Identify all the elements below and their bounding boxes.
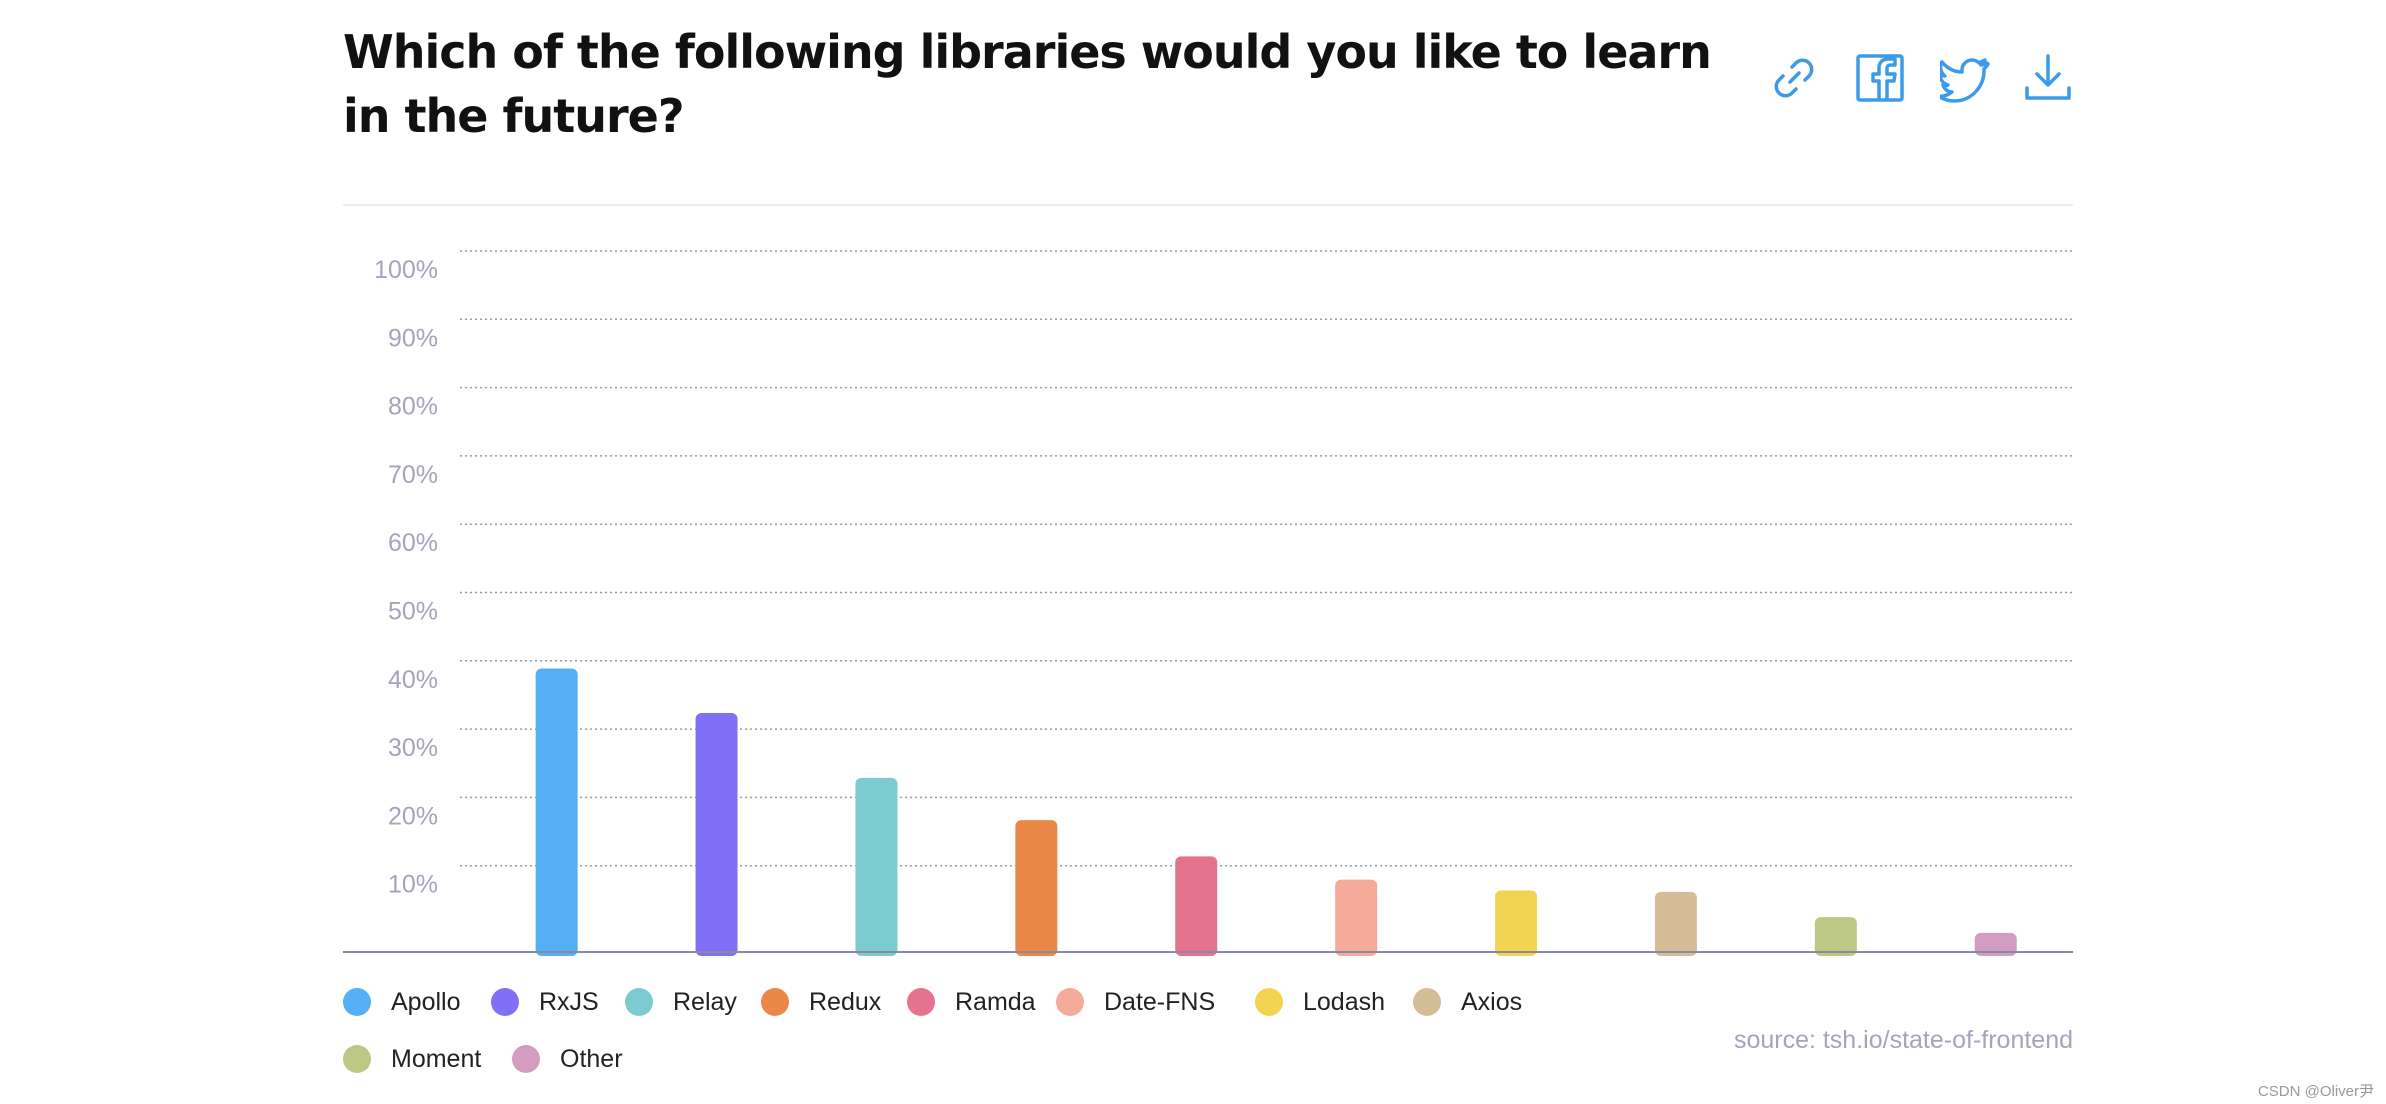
legend-swatch bbox=[907, 988, 935, 1016]
bar-axios[interactable] bbox=[1654, 891, 1697, 956]
bar-chart: 10% 20% 30% 40% 50% 60% 70% 80% 90% 100% bbox=[343, 250, 2073, 956]
title-divider bbox=[343, 204, 2073, 206]
link-icon[interactable] bbox=[1768, 52, 1820, 104]
twitter-icon[interactable] bbox=[1936, 52, 1992, 104]
bar-ramda[interactable] bbox=[1175, 856, 1218, 956]
legend-swatch bbox=[491, 988, 519, 1016]
legend-label: Ramda bbox=[955, 987, 1036, 1016]
share-toolbar bbox=[0, 52, 2386, 104]
legend-label: Relay bbox=[673, 987, 737, 1016]
y-tick-label: 40% bbox=[388, 666, 438, 694]
bar-date-fns[interactable] bbox=[1335, 879, 1378, 956]
y-tick-label: 20% bbox=[388, 802, 438, 830]
legend-item-apollo[interactable]: Apollo bbox=[343, 986, 461, 1018]
chart-bars bbox=[535, 668, 2017, 956]
chart-gridlines bbox=[460, 250, 2073, 867]
bar-moment[interactable] bbox=[1814, 917, 1857, 956]
legend-item-other[interactable]: Other bbox=[512, 1043, 623, 1075]
legend-label: Moment bbox=[391, 1044, 482, 1073]
watermark: CSDN @Oliver尹 bbox=[2257, 1083, 2374, 1100]
legend-item-ramda[interactable]: Ramda bbox=[907, 986, 1036, 1018]
legend-label: Date-FNS bbox=[1104, 987, 1216, 1016]
legend-label: Lodash bbox=[1303, 987, 1386, 1016]
y-tick-label: 50% bbox=[388, 598, 438, 626]
legend-swatch bbox=[512, 1045, 540, 1073]
legend-swatch bbox=[1255, 988, 1283, 1016]
legend-swatch bbox=[1056, 988, 1084, 1016]
legend-swatch bbox=[761, 988, 789, 1016]
legend-item-rxjs[interactable]: RxJS bbox=[491, 986, 599, 1018]
y-axis-ticks: 10% 20% 30% 40% 50% 60% 70% 80% 90% 100% bbox=[374, 256, 438, 899]
legend-label: RxJS bbox=[539, 987, 599, 1016]
legend-swatch bbox=[1413, 988, 1441, 1016]
bar-rxjs[interactable] bbox=[695, 712, 738, 956]
legend-label: Apollo bbox=[391, 987, 461, 1016]
legend-label: Other bbox=[560, 1044, 623, 1073]
legend-swatch bbox=[343, 988, 371, 1016]
legend-item-redux[interactable]: Redux bbox=[761, 986, 881, 1018]
legend-label: Redux bbox=[809, 987, 882, 1016]
y-tick-label: 90% bbox=[388, 324, 438, 352]
chart-title: Which of the following libraries would y… bbox=[343, 25, 1712, 143]
source-note: source: tsh.io/state-of-frontend bbox=[1733, 1026, 2073, 1054]
legend-item-moment[interactable]: Moment bbox=[343, 1043, 481, 1075]
facebook-icon[interactable] bbox=[1854, 52, 1906, 104]
y-tick-label: 100% bbox=[374, 256, 438, 284]
download-icon[interactable] bbox=[2022, 52, 2074, 104]
legend-swatch bbox=[343, 1045, 371, 1073]
y-tick-label: 80% bbox=[388, 393, 438, 421]
y-tick-label: 70% bbox=[388, 461, 438, 489]
y-tick-label: 10% bbox=[388, 871, 438, 899]
legend-item-lodash[interactable]: Lodash bbox=[1255, 986, 1385, 1018]
bar-relay[interactable] bbox=[855, 777, 898, 956]
bar-redux[interactable] bbox=[1015, 820, 1058, 956]
legend-swatch bbox=[625, 988, 653, 1016]
bar-other[interactable] bbox=[1974, 932, 2017, 956]
bar-lodash[interactable] bbox=[1495, 890, 1538, 956]
legend-item-relay[interactable]: Relay bbox=[625, 986, 737, 1018]
legend-label: Axios bbox=[1461, 987, 1523, 1016]
y-tick-label: 60% bbox=[388, 529, 438, 557]
y-tick-label: 30% bbox=[388, 734, 438, 762]
bar-apollo[interactable] bbox=[535, 668, 578, 956]
legend-item-date-fns[interactable]: Date-FNS bbox=[1056, 986, 1215, 1018]
legend-item-axios[interactable]: Axios bbox=[1413, 986, 1522, 1018]
